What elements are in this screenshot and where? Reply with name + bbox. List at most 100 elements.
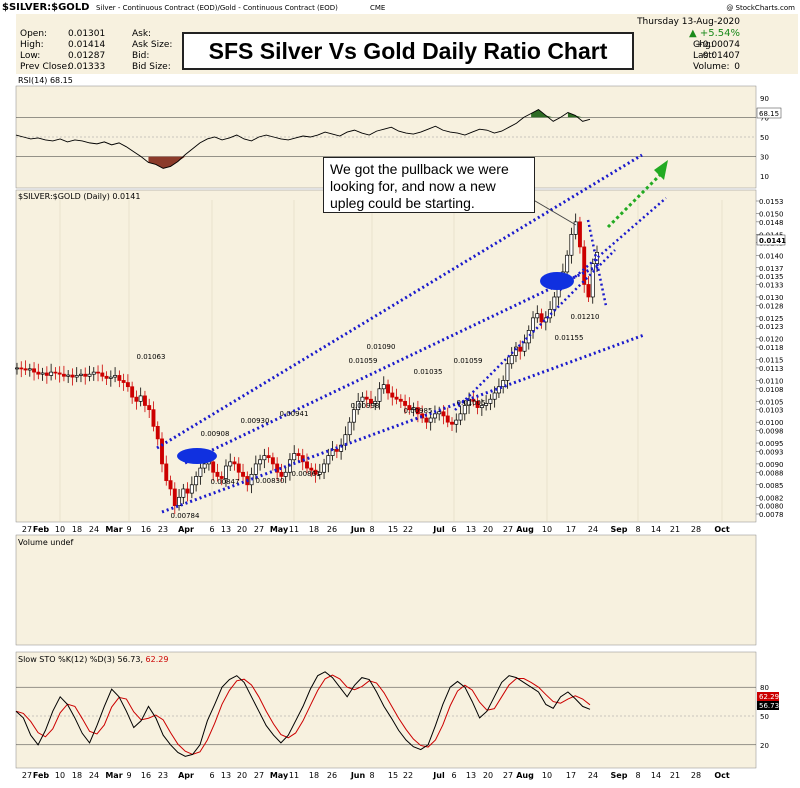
x-tick-label: 15	[388, 525, 398, 534]
low-value: 0.01287	[68, 51, 105, 61]
candle-body	[369, 398, 373, 404]
price-y-tick: 0.0153	[759, 198, 784, 206]
x-tick-label: Oct	[714, 525, 730, 534]
candle-body	[488, 398, 493, 404]
candle-body	[484, 403, 489, 406]
last-value: 0.01407	[703, 51, 740, 61]
x-tick-label: 24	[89, 771, 99, 780]
candle-body	[424, 417, 429, 423]
candle-body	[61, 373, 66, 377]
candle-body	[113, 375, 118, 378]
x-tick-label: 27	[503, 525, 513, 534]
candle-body	[377, 388, 382, 402]
candle-body	[194, 476, 199, 486]
candle-body	[577, 221, 582, 248]
price-y-tick: 0.0100	[759, 419, 784, 427]
watermark: @ StockCharts.com	[726, 4, 795, 12]
candle-body	[322, 463, 327, 473]
candles	[15, 213, 599, 514]
candle-body	[91, 371, 96, 375]
candle-body	[147, 405, 152, 411]
candle-body	[138, 395, 143, 402]
candle-body	[198, 467, 203, 477]
candle-body	[228, 461, 233, 467]
candle-body	[151, 409, 156, 427]
candle-body	[57, 372, 62, 375]
rsi-levels: 90 70 50 30 10	[16, 95, 769, 181]
highlight-ellipse-april	[177, 448, 217, 464]
candle-body	[262, 455, 267, 461]
x-tick-label: Apr	[178, 525, 194, 534]
candle-body	[313, 469, 318, 475]
candle-body	[317, 471, 322, 475]
candle-body	[108, 376, 113, 379]
x-tick-label: 23	[158, 771, 168, 780]
candle-body	[582, 246, 587, 285]
candle-body	[386, 384, 390, 394]
point-label: 0.00784	[171, 512, 200, 520]
point-label: 0.01210	[571, 313, 600, 321]
candle-body	[450, 421, 454, 425]
point-label: 0.01059	[349, 357, 378, 365]
x-tick-label: 16	[141, 771, 151, 780]
candle-body	[142, 395, 147, 406]
sto-k-value: 56.73	[118, 655, 141, 664]
x-tick-label: 28	[691, 771, 701, 780]
x-tick-label: 18	[72, 525, 82, 534]
price-y-tick: 0.0148	[759, 219, 784, 227]
candle-body	[364, 396, 369, 400]
x-tick-label: 10	[542, 525, 552, 534]
x-tick-label: 11	[289, 771, 299, 780]
candle-body	[241, 471, 245, 477]
rsi-level-label: 70	[760, 114, 769, 122]
candle-body	[172, 488, 177, 507]
x-tick-label: Apr	[178, 771, 194, 780]
candle-body	[219, 476, 224, 479]
x-tick-label: 14	[651, 771, 661, 780]
candle-body	[125, 382, 130, 388]
candle-body	[462, 405, 467, 415]
candle-body	[134, 396, 139, 402]
candle-body	[398, 398, 403, 402]
candle-body	[305, 461, 309, 469]
x-tick-label: 13	[221, 771, 231, 780]
high-label: High:	[20, 40, 44, 50]
x-tick-label: 18	[309, 525, 319, 534]
candle-body	[130, 386, 135, 398]
x-tick-label: May	[270, 525, 289, 534]
chg-label: Chg:	[693, 40, 714, 50]
x-tick-label: 6	[209, 771, 214, 780]
rsi-value-tag-text: 68.15	[759, 110, 779, 118]
candle-body	[32, 368, 37, 373]
candle-body	[360, 396, 365, 402]
candle-body	[104, 375, 109, 379]
x-tick-label: Mar	[105, 525, 122, 534]
x-tick-label: Jul	[432, 771, 445, 780]
point-label: 0.00830	[256, 477, 285, 485]
candle-body	[539, 313, 544, 323]
price-y-tick: 0.0095	[759, 440, 784, 448]
exchange-label: CME	[370, 4, 385, 12]
price-panel	[15, 189, 757, 523]
sto-tag-k: 56.73	[759, 702, 779, 710]
x-tick-label: Feb	[33, 771, 50, 780]
candle-body	[275, 463, 280, 473]
rsi-level-label: 90	[760, 95, 769, 103]
candle-body	[232, 461, 237, 465]
point-label: 0.01090	[367, 343, 396, 351]
x-tick-label: 23	[158, 525, 168, 534]
candle-body	[479, 405, 484, 408]
x-tick-label: 11	[289, 525, 299, 534]
price-y-tick: 0.0082	[759, 494, 784, 502]
candle-body	[351, 409, 356, 423]
flag-upper-line	[559, 197, 667, 291]
price-y-tick: 0.0133	[759, 281, 784, 289]
x-axis-bottom: 27 Feb 10 18 24 Mar 9 16 23 Apr 6 13 20 27 May 11 18 26 Ju…	[22, 771, 730, 780]
candle-body	[253, 463, 258, 475]
x-tick-label: 21	[670, 525, 680, 534]
candle-body	[44, 372, 49, 376]
x-tick-label: 17	[566, 771, 576, 780]
x-tick-label: 28	[691, 525, 701, 534]
x-tick-label: 9	[126, 771, 131, 780]
candle-body	[467, 398, 472, 406]
